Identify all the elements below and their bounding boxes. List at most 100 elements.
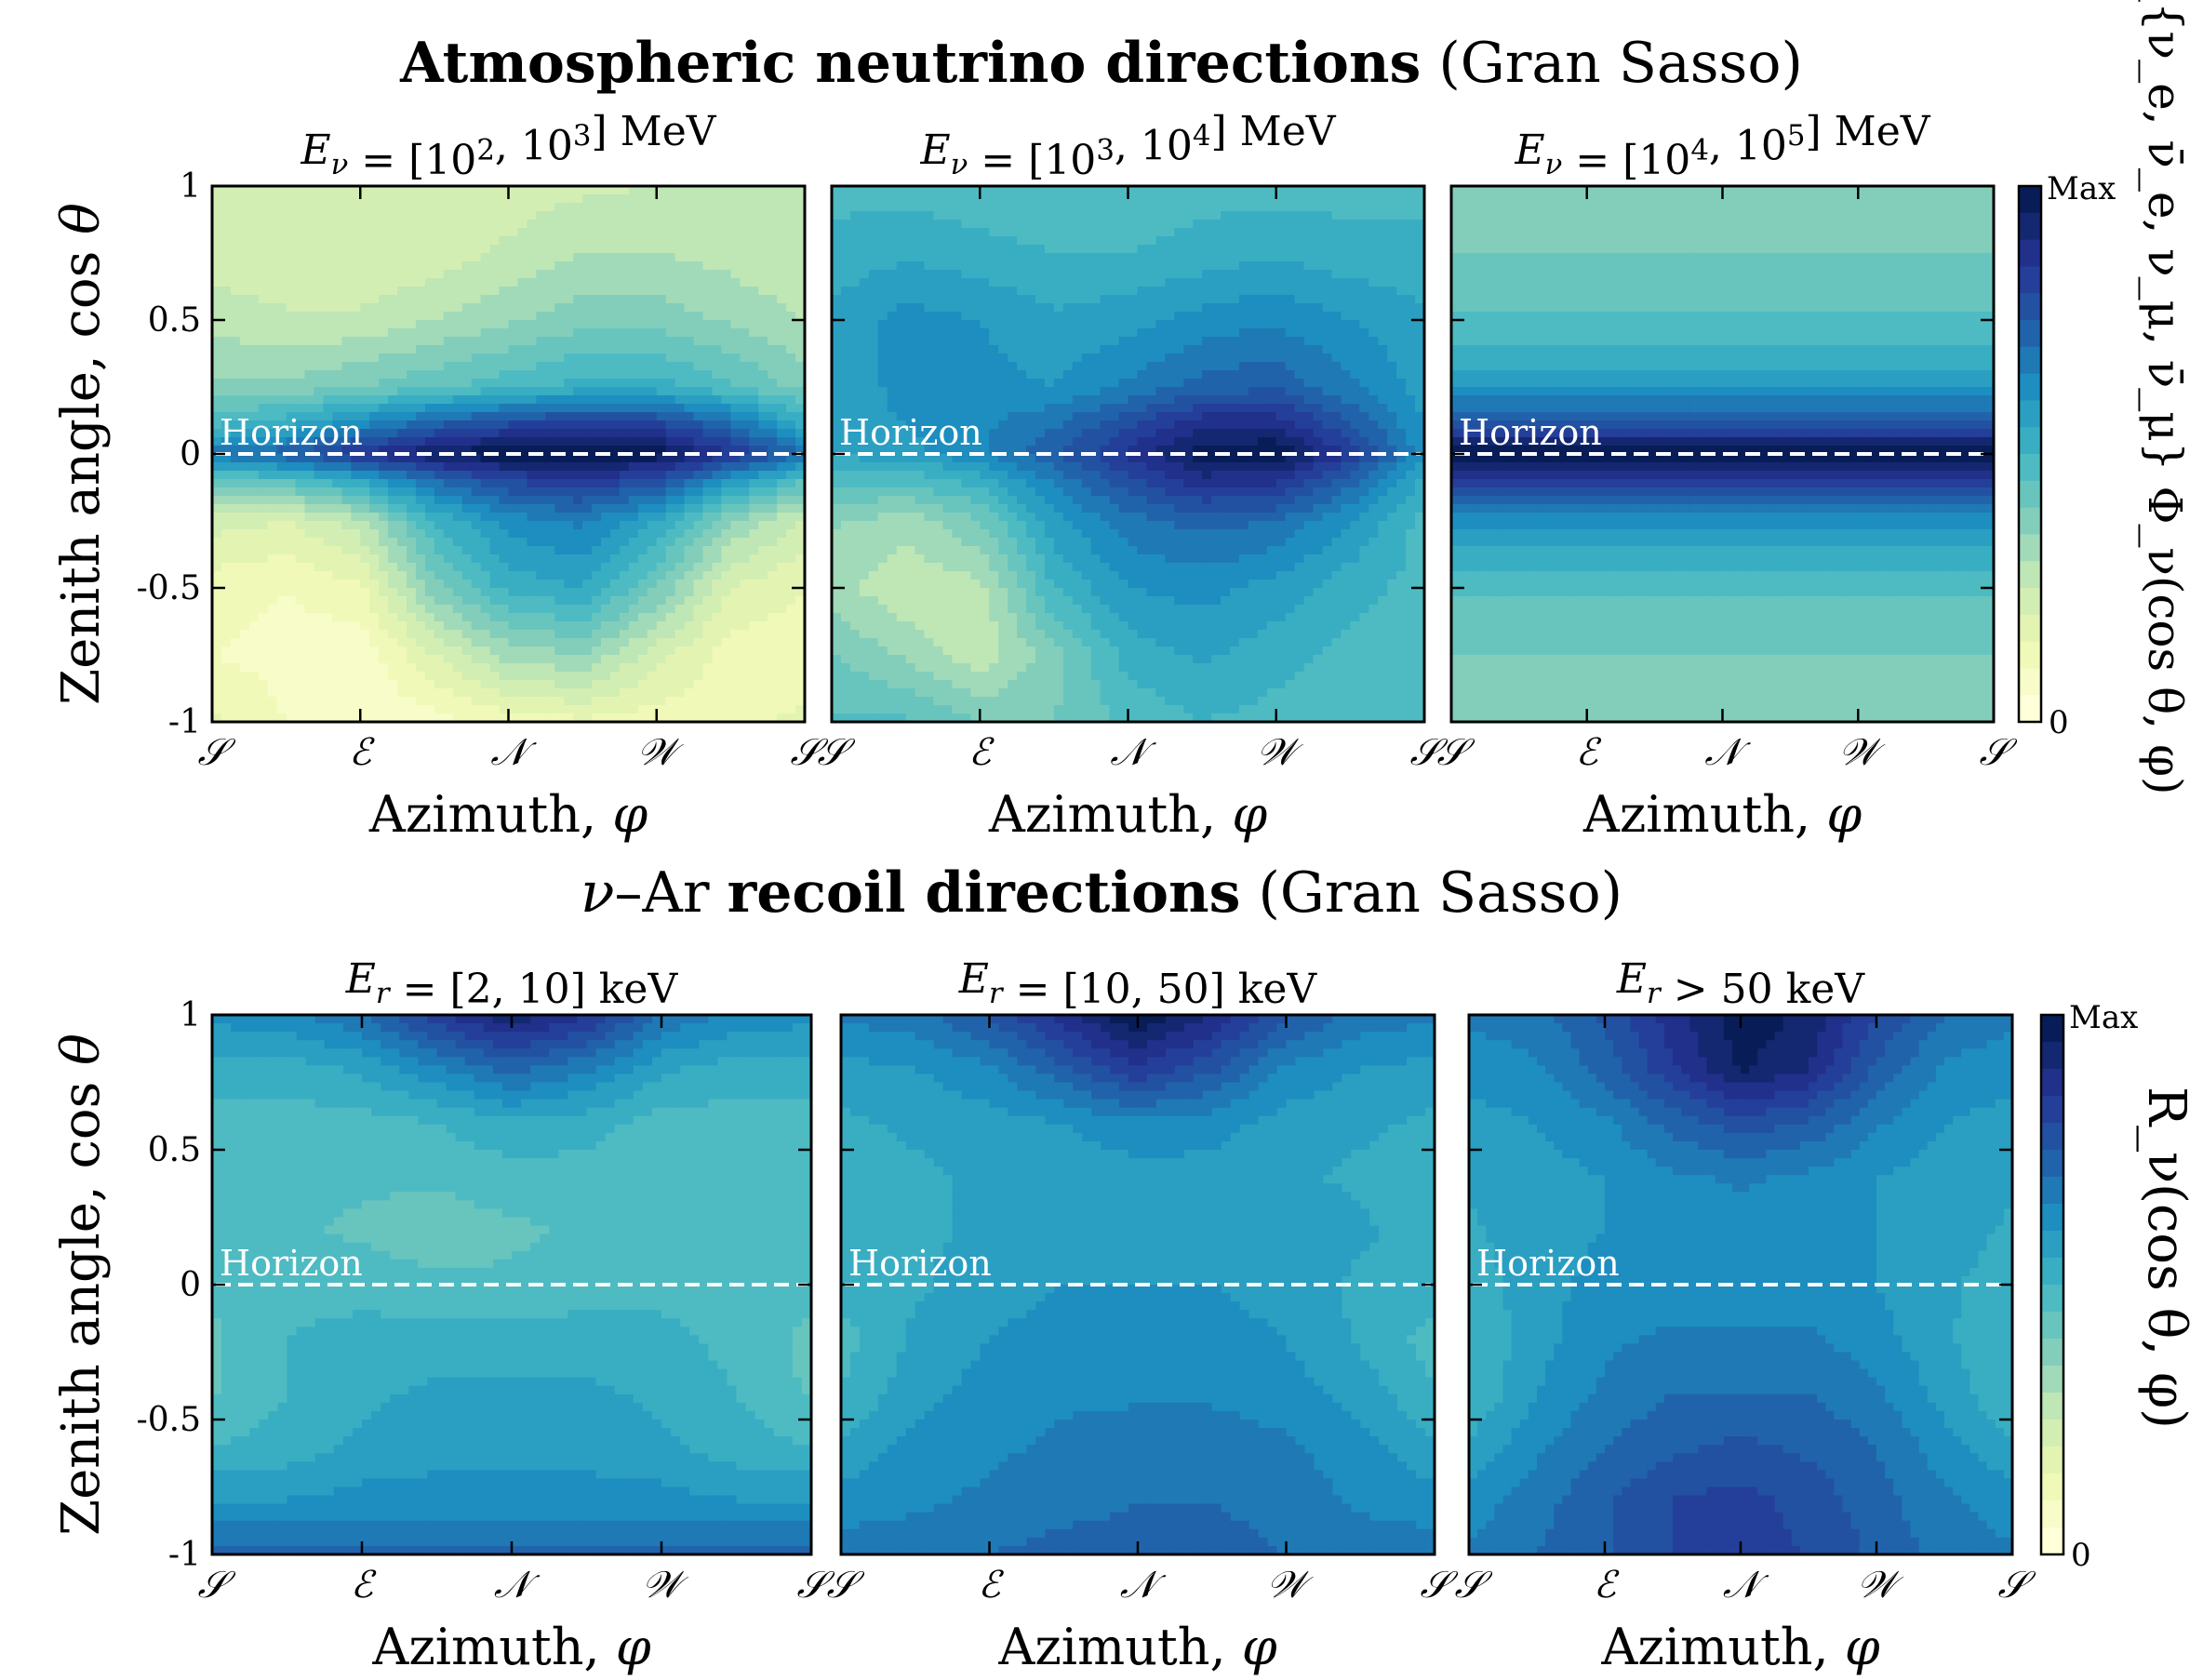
heatmap-cell [295,588,306,597]
heatmap-cell [545,504,555,513]
heatmap-cell [877,287,888,296]
heatmap-cell [341,688,352,698]
heatmap-cell [1183,186,1194,195]
heatmap-cell [730,496,741,505]
heatmap-cell [323,605,333,614]
heatmap-cell [517,630,527,639]
heatmap-cell [536,571,546,580]
heatmap-cell [656,471,667,480]
heatmap-cell [360,630,370,639]
heatmap-cell [295,462,306,472]
heatmap-cell [314,630,325,639]
heatmap-cell [286,630,297,639]
heatmap-cell [601,295,611,304]
heatmap-cell [239,437,250,447]
heatmap-cell [684,588,695,597]
heatmap-cell [712,412,723,421]
heatmap-cell [1174,261,1184,271]
heatmap-cell [258,563,269,572]
heatmap-cell [388,278,398,287]
heatmap-cell [452,504,463,513]
heatmap-cell [721,697,731,706]
heatmap-cell [397,245,407,254]
heatmap-cell [471,663,482,673]
heatmap-cell [1211,228,1222,237]
heatmap-cell [220,596,232,606]
heatmap-cell [637,588,648,597]
heatmap-cell [286,647,297,656]
heatmap-cell [480,663,491,673]
heatmap-cell [749,605,759,614]
heatmap-cell [1072,194,1083,204]
heatmap-cell [933,236,944,246]
heatmap-cell [656,554,667,564]
heatmap-cell [471,303,482,313]
heatmap-cell [693,462,704,472]
heatmap-cell [721,596,731,606]
heatmap-cell [489,647,501,656]
heatmap-cell [712,571,723,580]
heatmap-cell [351,370,361,380]
heatmap-cell [379,479,389,488]
heatmap-cell [609,680,621,689]
heatmap-cell [619,546,630,555]
heatmap-cell [712,638,723,647]
heatmap-cell [499,186,510,195]
heatmap-cell [582,596,593,606]
heatmap-cell [758,630,768,639]
heatmap-cell [527,580,537,589]
heatmap-cell [730,638,741,647]
heatmap-cell [1155,220,1166,229]
heatmap-cell [230,412,241,421]
heatmap-cell [832,270,842,279]
heatmap-cell [434,353,445,363]
heatmap-cell [554,588,565,597]
heatmap-cell [212,663,222,673]
heatmap-cell [786,211,796,220]
heatmap-cell [564,713,574,722]
heatmap-cell [647,471,658,480]
heatmap-cell [360,278,370,287]
heatmap-cell [239,270,250,279]
heatmap-cell [1017,194,1027,204]
heatmap-cell [924,261,935,271]
heatmap-cell [730,613,741,622]
heatmap-cell [1294,236,1305,246]
heatmap-cell [424,370,435,380]
heatmap-cell [351,261,361,271]
heatmap-cell [508,404,519,413]
heatmap-cell [220,303,232,313]
heatmap-cell [323,379,333,388]
heatmap-cell [351,571,361,580]
heatmap-cell [877,236,888,246]
heatmap-cell [527,462,537,472]
heatmap-cell [656,253,667,262]
heatmap-cell [407,395,417,405]
heatmap-cell [434,496,445,505]
heatmap-cell [665,529,676,539]
heatmap-cell [609,462,621,472]
heatmap-cell [1202,228,1212,237]
heatmap-cell [258,630,269,639]
heatmap-cell [582,655,593,664]
heatmap-cell [415,638,426,647]
heatmap-cell [499,345,510,354]
heatmap-cell [1331,270,1342,279]
heatmap-cell [424,245,435,254]
heatmap-cell [768,245,778,254]
heatmap-cell [693,638,704,647]
heatmap-cell [212,278,222,287]
heatmap-cell [786,487,796,497]
heatmap-cell [1118,278,1129,287]
heatmap-cell [693,521,704,530]
heatmap-cell [1174,194,1184,204]
heatmap-cell [480,261,491,271]
heatmap-cell [777,404,787,413]
heatmap-cell [656,245,667,254]
heatmap-cell [407,345,417,354]
heatmap-cell [323,353,333,363]
heatmap-cell [712,437,723,447]
heatmap-cell [527,278,537,287]
heatmap-cell [740,638,750,647]
heatmap-cell [323,236,333,246]
